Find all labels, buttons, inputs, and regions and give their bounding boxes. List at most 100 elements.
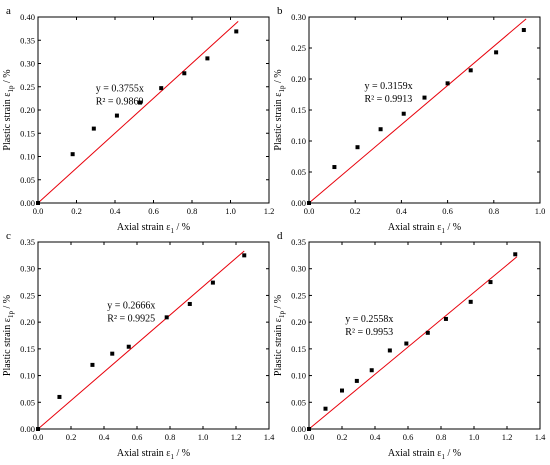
y-tick-label: 0.25 xyxy=(291,290,306,300)
x-tick-label: 0.4 xyxy=(396,206,407,216)
panel-label: b xyxy=(277,5,283,17)
data-point xyxy=(494,50,499,55)
y-tick-label: 0.20 xyxy=(291,317,306,327)
data-point xyxy=(445,81,450,86)
x-tick-label: 1.0 xyxy=(469,432,480,442)
x-tick-label: 0.4 xyxy=(110,206,121,216)
fit-line xyxy=(37,21,239,204)
data-point xyxy=(340,388,344,393)
plot-frame xyxy=(37,241,270,430)
fit-line xyxy=(308,18,527,204)
data-point xyxy=(126,344,131,349)
x-tick-label: 0.8 xyxy=(165,432,176,442)
x-axis-label: Axial strain ε1 / % xyxy=(388,222,461,235)
chart-panel-b: 0.0 0.2 0.4 0.6 0.8 1.0 0.00 0.05 0.10 0.15 0.20 0.… xyxy=(273,5,545,235)
y-tick-label: 0.30 xyxy=(291,264,306,274)
y-tick-label: 0.15 xyxy=(20,128,35,138)
y-tick-label: 0.00 xyxy=(291,424,306,434)
data-point xyxy=(164,315,169,320)
x-tick-label: 1.0 xyxy=(535,206,546,216)
x-tick-label: 0.0 xyxy=(304,432,315,442)
data-point xyxy=(401,111,406,116)
x-tick-label: 0.2 xyxy=(337,432,348,442)
data-point xyxy=(36,201,40,205)
data-point xyxy=(242,253,247,258)
chart-panel-a: 0.0 0.2 0.4 0.6 0.8 1.0 1.2 0.00 0.05 0.10 0.15 0.2… xyxy=(2,5,274,235)
data-point xyxy=(138,100,143,105)
x-tick-label: 0.8 xyxy=(488,206,499,216)
data-point xyxy=(332,165,337,170)
x-tick-label: 1.2 xyxy=(502,432,513,442)
data-point xyxy=(307,201,311,205)
data-point xyxy=(234,29,239,34)
data-point xyxy=(205,56,210,61)
data-point xyxy=(210,280,215,285)
x-axis-label: Axial strain ε1 / % xyxy=(117,222,190,235)
data-point xyxy=(513,252,518,257)
x-tick-label: 0.0 xyxy=(33,432,44,442)
x-tick-label: 0.8 xyxy=(187,206,198,216)
data-point xyxy=(387,348,392,353)
fit-equation: y = 0.2666x xyxy=(107,300,155,311)
data-point xyxy=(468,299,473,304)
y-tick-label: 0.25 xyxy=(20,82,35,92)
x-tick-label: 0.6 xyxy=(132,432,143,442)
y-tick-label: 0.00 xyxy=(20,198,35,208)
x-axis-label: Axial strain ε1 / % xyxy=(388,448,461,461)
data-point xyxy=(57,394,62,399)
y-tick-label: 0.10 xyxy=(20,371,35,381)
x-axis-label: Axial strain ε1 / % xyxy=(117,448,190,461)
r-squared: R² = 0.9869 xyxy=(96,96,144,107)
y-tick-label: 0.05 xyxy=(20,175,35,185)
y-tick-label: 0.10 xyxy=(20,152,35,162)
data-point xyxy=(443,316,448,321)
x-tick-label: 1.2 xyxy=(264,206,275,216)
data-point xyxy=(307,427,311,431)
y-tick-label: 0.00 xyxy=(20,424,35,434)
x-tick-label: 0.6 xyxy=(403,432,414,442)
data-point xyxy=(182,71,187,76)
data-point xyxy=(90,362,95,367)
data-point xyxy=(159,86,164,91)
x-tick-label: 1.2 xyxy=(231,432,242,442)
fit-line xyxy=(37,250,245,430)
x-tick-label: 0.2 xyxy=(66,432,77,442)
y-tick-label: 0.05 xyxy=(291,397,306,407)
plot-frame xyxy=(308,16,541,204)
data-point xyxy=(91,126,96,131)
y-tick-label: 0.00 xyxy=(291,198,306,208)
y-axis-label: Plastic strain ε1p / % xyxy=(2,295,15,376)
y-tick-label: 0.10 xyxy=(291,136,306,146)
r-squared: R² = 0.9913 xyxy=(364,94,412,105)
r-squared: R² = 0.9953 xyxy=(345,327,393,338)
y-tick-label: 0.20 xyxy=(291,74,306,84)
fit-line xyxy=(308,256,518,430)
y-tick-label: 0.30 xyxy=(20,264,35,274)
y-tick-label: 0.20 xyxy=(20,105,35,115)
data-point xyxy=(187,301,192,306)
x-tick-label: 1.4 xyxy=(535,432,546,442)
x-tick-label: 1.4 xyxy=(264,432,275,442)
data-point xyxy=(422,95,427,100)
y-tick-label: 0.05 xyxy=(20,397,35,407)
data-point xyxy=(521,28,526,33)
data-point xyxy=(378,127,383,132)
x-tick-label: 0.2 xyxy=(350,206,361,216)
data-point xyxy=(369,368,374,373)
y-tick-label: 0.30 xyxy=(291,12,306,22)
fit-equation: y = 0.3159x xyxy=(364,81,412,92)
x-tick-label: 0.2 xyxy=(71,206,82,216)
y-axis-label: Plastic strain ε1p / % xyxy=(2,69,15,150)
data-point xyxy=(355,145,360,150)
y-tick-label: 0.30 xyxy=(20,59,35,69)
y-tick-label: 0.15 xyxy=(291,105,306,115)
fit-equation: y = 0.2558x xyxy=(345,314,393,325)
plot-frame xyxy=(308,241,541,430)
data-point xyxy=(468,68,473,73)
y-tick-label: 0.15 xyxy=(291,344,306,354)
data-point xyxy=(70,152,75,157)
y-tick-label: 0.25 xyxy=(20,290,35,300)
chart-panel-c: 0.0 0.2 0.4 0.6 0.8 1.0 1.2 1.4 0.00 0.05 0.10 0.15… xyxy=(2,230,275,461)
y-tick-label: 0.20 xyxy=(20,317,35,327)
y-axis-label: Plastic strain ε1p / % xyxy=(273,69,286,150)
